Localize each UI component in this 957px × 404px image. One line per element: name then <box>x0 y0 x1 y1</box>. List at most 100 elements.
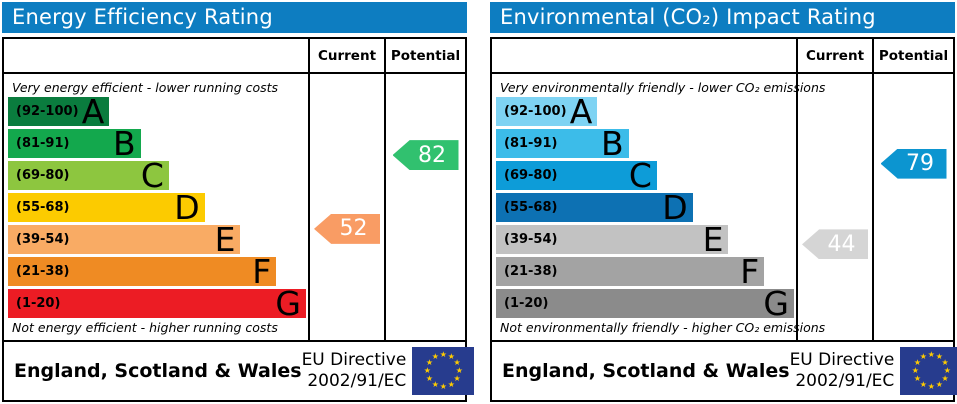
band-c: (69-80) C <box>8 156 169 195</box>
rating-table: Current Potential Very energy efficient … <box>2 37 467 342</box>
current-column: 52 <box>308 74 384 340</box>
eu-star-icon: ★ <box>447 379 455 389</box>
band-letter: C <box>628 156 652 195</box>
bottom-caption: Not energy efficient - higher running co… <box>12 320 278 335</box>
panel-title: Environmental (CO₂) Impact Rating <box>490 2 955 33</box>
table-header-row: Current Potential <box>4 39 465 74</box>
eu-star-icon: ★ <box>425 358 434 367</box>
band-range-label: (39-54) <box>16 232 70 247</box>
band-letter: G <box>275 284 301 323</box>
band-e: (39-54) E <box>8 220 241 259</box>
eu-star-icon: ★ <box>927 350 935 359</box>
top-caption: Very environmentally friendly - lower CO… <box>500 80 826 95</box>
panel-footer: England, Scotland & Wales EU Directive 2… <box>2 342 475 402</box>
eu-star-icon: ★ <box>447 352 455 362</box>
current-column: 44 <box>796 74 872 340</box>
eu-directive-line2: 2002/91/EC <box>795 371 895 391</box>
header-spacer-cell <box>4 39 308 72</box>
eu-star-icon: ★ <box>423 366 431 375</box>
band-range-label: (92-100) <box>504 104 567 119</box>
band-letter: C <box>140 156 164 195</box>
eu-star-icon: ★ <box>439 350 447 359</box>
band-range-label: (1-20) <box>504 296 549 311</box>
band-range-label: (55-68) <box>504 200 558 215</box>
column-header-current: Current <box>308 39 384 72</box>
band-letter: E <box>214 220 236 259</box>
band-b: (81-91) B <box>8 124 141 163</box>
eu-flag: ★ ★ ★ ★ ★ ★ ★ ★ ★ ★ ★ ★ <box>412 347 475 395</box>
rating-table: Current Potential Very environmentally f… <box>490 37 955 342</box>
eu-flag: ★ ★ ★ ★ ★ ★ ★ ★ ★ ★ ★ ★ <box>900 347 957 395</box>
eu-star-icon: ★ <box>425 374 434 383</box>
column-header-current: Current <box>796 39 872 72</box>
band-range-label: (92-100) <box>16 104 79 119</box>
band-letter: E <box>702 220 724 259</box>
eu-star-icon: ★ <box>911 366 919 375</box>
eu-directive-line1: EU Directive <box>301 349 407 370</box>
panel-title: Energy Efficiency Rating <box>2 2 467 33</box>
rating-band-chart: Very environmentally friendly - lower CO… <box>492 74 826 340</box>
band-letter: D <box>174 188 200 227</box>
band-g: (1-20) G <box>496 284 794 323</box>
environmental-impact-panel: Environmental (CO₂) Impact Rating Curren… <box>490 2 957 402</box>
eu-star-icon: ★ <box>453 358 461 367</box>
band-letter: D <box>662 188 688 227</box>
band-f: (21-38) F <box>8 255 277 288</box>
band-d: (55-68) D <box>496 188 693 227</box>
eu-star-icon: ★ <box>431 352 439 362</box>
region-label: England, Scotland & Wales <box>14 360 302 382</box>
bottom-caption: Not environmentally friendly - higher CO… <box>500 320 826 335</box>
eu-star-icon: ★ <box>941 374 949 383</box>
current-rating-arrow: 52 <box>314 213 380 244</box>
eu-star-icon: ★ <box>927 382 935 391</box>
band-g: (1-20) G <box>8 284 306 323</box>
rating-band-chart: Very energy efficient - lower running co… <box>4 74 308 340</box>
band-d: (55-68) D <box>8 188 205 227</box>
eu-directive-line2: 2002/91/EC <box>307 371 407 391</box>
band-letter: G <box>763 284 789 323</box>
band-range-label: (81-91) <box>16 136 70 151</box>
band-f: (21-38) F <box>496 252 765 291</box>
band-c: (69-80) C <box>496 156 657 195</box>
band-e: (39-54) E <box>496 220 729 259</box>
eu-star-icon: ★ <box>455 366 463 375</box>
eu-star-icon: ★ <box>913 358 922 367</box>
band-letter: A <box>81 92 105 131</box>
region-label: England, Scotland & Wales <box>502 360 790 382</box>
band-b: (81-91) B <box>496 124 629 163</box>
potential-rating-arrow: 82 <box>392 140 459 171</box>
eu-directive-label: EU Directive 2002/91/EC <box>302 350 413 393</box>
potential-column: 82 <box>384 74 465 340</box>
top-caption: Very energy efficient - lower running co… <box>12 80 279 95</box>
table-body: Very energy efficient - lower running co… <box>4 74 465 340</box>
band-a: (92-100) A <box>496 92 598 131</box>
potential-column: 79 <box>872 74 953 340</box>
panel-footer: England, Scotland & Wales EU Directive 2… <box>490 342 957 402</box>
band-list: (92-100) A (81-91) B (69-80) C (55-68) <box>8 92 306 323</box>
band-letter: F <box>740 252 760 291</box>
band-range-label: (81-91) <box>504 136 558 151</box>
column-header-potential: Potential <box>384 39 465 72</box>
band-range-label: (39-54) <box>504 232 558 247</box>
eu-directive-line1: EU Directive <box>789 349 895 370</box>
band-letter: B <box>112 124 136 163</box>
current-rating-arrow: 44 <box>802 229 868 260</box>
table-header-row: Current Potential <box>492 39 953 74</box>
column-header-potential: Potential <box>872 39 953 72</box>
potential-rating-arrow: 79 <box>880 148 947 179</box>
eu-star-icon: ★ <box>431 379 439 389</box>
band-range-label: (69-80) <box>16 168 70 183</box>
eu-star-icon: ★ <box>439 382 447 391</box>
band-range-label: (1-20) <box>16 296 61 311</box>
eu-star-icon: ★ <box>913 374 922 383</box>
band-range-label: (21-38) <box>504 264 558 279</box>
table-body: Very environmentally friendly - lower CO… <box>492 74 953 340</box>
eu-star-icon: ★ <box>943 366 951 375</box>
eu-star-icon: ★ <box>919 352 927 362</box>
eu-star-icon: ★ <box>941 358 949 367</box>
eu-directive-label: EU Directive 2002/91/EC <box>790 350 901 393</box>
band-letter: A <box>569 92 593 131</box>
band-range-label: (55-68) <box>16 200 70 215</box>
band-letter: B <box>600 124 624 163</box>
